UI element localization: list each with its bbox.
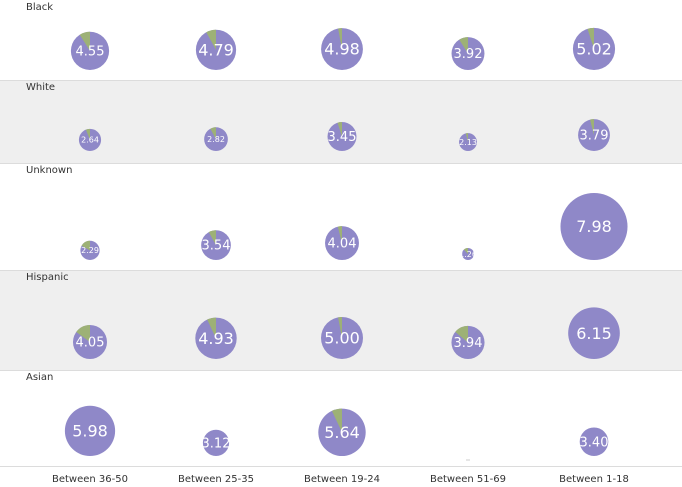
bubble-value-label: 6.15 (576, 324, 612, 343)
bubble-unknown-1[interactable]: 3.54 (201, 230, 231, 260)
bubble-slice (590, 119, 594, 136)
bubble-value-label: 4.79 (198, 40, 234, 59)
bubble-slice (79, 31, 90, 51)
bubble-white-0[interactable]: 2.64 (78, 128, 102, 151)
bubble-value-label: 5.02 (576, 40, 612, 59)
column-label: Between 36-50 (52, 474, 128, 485)
bubble-value-label: 2.82 (207, 135, 225, 144)
bubble-asian-2[interactable]: 5.64 (318, 408, 366, 457)
bubble-value-label: 3.54 (202, 239, 231, 254)
bubble-black-4[interactable]: 5.02 (572, 27, 616, 70)
bubble-circle (579, 427, 609, 456)
bubble-value-label: 2.29 (81, 246, 99, 255)
bubble-value-label: 4.05 (76, 336, 105, 351)
bubble-unknown-3[interactable]: 1.26 (459, 248, 477, 260)
bubble-black-2[interactable]: 4.98 (321, 28, 363, 70)
bubble-value-label: 3.92 (454, 47, 483, 62)
bubble-slice (207, 317, 216, 339)
bubble-value-label: 2.13 (459, 138, 477, 147)
bubble-value-label: 3.12 (202, 436, 231, 451)
bubble-value-label: 4.98 (324, 40, 360, 59)
bubble-slice (338, 28, 342, 50)
bubble-unknown-4[interactable]: 7.98 (560, 192, 628, 260)
row-label-unknown: Unknown (26, 165, 72, 176)
bubble-slice (76, 324, 90, 342)
bubble-circle (568, 307, 620, 360)
bubble-unknown-2[interactable]: 4.04 (325, 226, 359, 260)
bubble-value-label: 4.04 (328, 237, 357, 252)
bubble-circle (64, 405, 116, 456)
bubble-slice (337, 226, 342, 244)
row-label-white: White (26, 82, 55, 93)
column-label: Between 1-18 (559, 474, 629, 485)
bubble-value-label: 3.94 (454, 336, 483, 351)
bubble-white-1[interactable]: 2.82 (204, 127, 228, 151)
bubble-value-label: 5.00 (324, 329, 360, 348)
row-label-asian: Asian (26, 372, 53, 383)
bubble-circle (202, 429, 230, 456)
bubble-slice (455, 325, 468, 343)
bubble-black-3[interactable]: 3.92 (451, 37, 485, 70)
bubble-value-label: 1.26 (459, 250, 477, 259)
bubble-white-3[interactable]: 2.13 (459, 133, 477, 151)
bubble-unknown-0[interactable]: 2.29 (80, 240, 100, 260)
column-label: Between 19-24 (304, 474, 380, 485)
bubble-asian-0[interactable]: 5.98 (64, 405, 116, 456)
bubble-slice (210, 127, 216, 140)
bubble-slice (338, 317, 342, 338)
bubble-slice (463, 248, 468, 254)
bubble-slice (459, 37, 468, 54)
bubble-value-label: 3.79 (580, 129, 609, 144)
bubble-value-label: 4.93 (198, 329, 234, 348)
bubble-white-4[interactable]: 3.79 (578, 119, 610, 151)
bubble-slice (465, 133, 468, 143)
bubble-slice (337, 122, 342, 137)
bubble-hispanic-3[interactable]: 3.94 (451, 325, 485, 359)
bubble-value-label: 5.64 (324, 423, 360, 442)
bubble-hispanic-0[interactable]: 4.05 (72, 324, 108, 359)
column-label: Between 25-35 (178, 474, 254, 485)
bubble-value-label: 4.55 (76, 44, 105, 59)
bubble-value-label: 5.98 (72, 421, 108, 440)
bubble-value-label: 3.40 (580, 435, 609, 450)
bubble-value-label: 7.98 (576, 217, 612, 236)
bubble-asian-1[interactable]: 3.12 (202, 429, 231, 456)
bubble-slice (85, 128, 90, 140)
bubble-hispanic-2[interactable]: 5.00 (321, 317, 363, 359)
row-label-black: Black (26, 2, 53, 13)
bubble-slice (208, 230, 216, 246)
bubble-white-2[interactable]: 3.45 (327, 122, 357, 151)
bubble-asian-4[interactable]: 3.40 (580, 427, 609, 456)
bubble-black-1[interactable]: 4.79 (195, 29, 237, 70)
bubble-hispanic-1[interactable]: 4.93 (195, 317, 237, 359)
bubble-slice (587, 27, 594, 49)
bubble-black-0[interactable]: 4.55 (70, 31, 110, 70)
bubble-circle (560, 192, 628, 260)
bubble-slice (206, 29, 216, 50)
column-label: Between 51-69 (430, 474, 506, 485)
bubble-value-label: 2.64 (81, 136, 99, 145)
bubble-hispanic-4[interactable]: 6.15 (568, 307, 620, 360)
bubble-slice (331, 408, 342, 433)
row-label-hispanic: Hispanic (26, 272, 69, 283)
bubble-slice (81, 240, 90, 251)
bubble-value-label: 3.45 (328, 130, 357, 145)
